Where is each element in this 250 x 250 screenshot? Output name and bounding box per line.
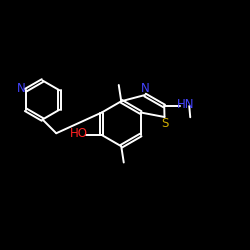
Text: S: S [161, 117, 168, 130]
Text: HO: HO [70, 127, 88, 140]
Text: N: N [17, 82, 26, 96]
Text: N: N [140, 82, 149, 95]
Text: HN: HN [176, 98, 194, 111]
